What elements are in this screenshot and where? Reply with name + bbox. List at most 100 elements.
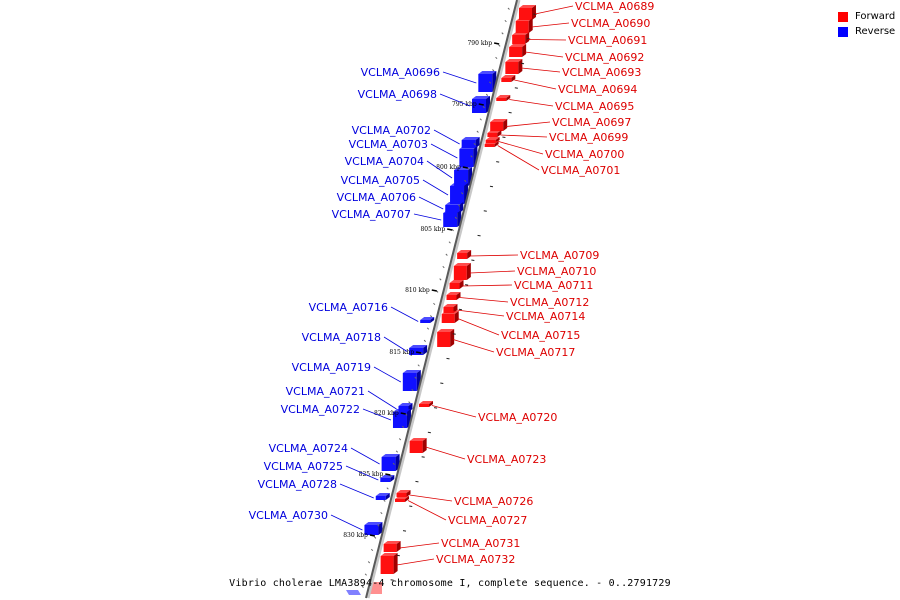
forward-gene-leader: [509, 99, 554, 107]
forward-gene-label[interactable]: VCLMA_A0689: [575, 0, 654, 13]
minor-tick: [504, 19, 507, 23]
reverse-gene-VCLMA_A0725[interactable]: [380, 478, 391, 482]
forward-gene-label[interactable]: VCLMA_A0723: [467, 453, 546, 466]
reverse-gene-label[interactable]: VCLMA_A0703: [349, 138, 428, 151]
reverse-gene-label[interactable]: VCLMA_A0719: [292, 361, 371, 374]
reverse-gene-label[interactable]: VCLMA_A0706: [337, 191, 416, 204]
reverse-gene-VCLMA_A0730[interactable]: [364, 525, 379, 535]
reverse-gene-label[interactable]: VCLMA_A0707: [332, 208, 411, 221]
forward-gene-VCLMA_A0731[interactable]: [383, 544, 397, 552]
reverse-gene-label[interactable]: VCLMA_A0722: [281, 403, 360, 416]
forward-gene-VCLMA_A0727[interactable]: [395, 499, 406, 502]
forward-gene-label[interactable]: VCLMA_A0691: [568, 34, 647, 47]
forward-gene-VCLMA_A0689[interactable]: [518, 8, 532, 20]
minor-tick: [433, 302, 436, 306]
forward-gene-label[interactable]: VCLMA_A0693: [562, 66, 641, 79]
forward-gene-VCLMA_A0731-side: [396, 541, 401, 552]
forward-gene-label[interactable]: VCLMA_A0717: [496, 346, 575, 359]
forward-gene-VCLMA_A0723[interactable]: [409, 441, 423, 453]
minor-tick: [473, 142, 476, 146]
forward-gene-VCLMA_A0709[interactable]: [457, 253, 468, 259]
forward-gene-VCLMA_A0699[interactable]: [487, 133, 498, 137]
reverse-gene-VCLMA_A0698[interactable]: [472, 99, 487, 113]
forward-gene-leader: [528, 39, 567, 41]
forward-gene-label[interactable]: VCLMA_A0695: [555, 100, 634, 113]
reverse-gene-VCLMA_A0696[interactable]: [478, 74, 493, 92]
forward-gene-VCLMA_A0720[interactable]: [418, 404, 429, 407]
reverse-gene-VCLMA_A0716[interactable]: [420, 320, 431, 323]
reverse-gene-VCLMA_A0725-side: [390, 475, 395, 482]
forward-gene-label[interactable]: VCLMA_A0692: [565, 51, 644, 64]
reverse-gene-leader: [390, 306, 419, 322]
forward-gene-VCLMA_A0701-top: [484, 141, 499, 144]
forward-gene-leader: [534, 5, 574, 15]
forward-gene-label[interactable]: VCLMA_A0715: [501, 329, 580, 342]
reverse-gene-label[interactable]: VCLMA_A0705: [341, 174, 420, 187]
forward-gene-label[interactable]: VCLMA_A0720: [478, 411, 557, 424]
forward-gene-label[interactable]: VCLMA_A0726: [454, 495, 533, 508]
reverse-gene-label[interactable]: VCLMA_A0696: [361, 66, 440, 79]
forward-gene-label[interactable]: VCLMA_A0712: [510, 296, 589, 309]
reverse-gene-VCLMA_A0718-top: [409, 345, 428, 348]
reverse-gene-label[interactable]: VCLMA_A0698: [358, 88, 437, 101]
forward-gene-VCLMA_A0726[interactable]: [396, 493, 407, 497]
reverse-gene-VCLMA_A0705[interactable]: [450, 186, 465, 204]
reverse-gene-VCLMA_A0719-top: [402, 370, 421, 373]
forward-gene-label[interactable]: VCLMA_A0710: [517, 265, 596, 278]
reverse-gene-VCLMA_A0728[interactable]: [375, 496, 386, 500]
forward-gene-label[interactable]: VCLMA_A0697: [552, 116, 631, 129]
reverse-gene-label[interactable]: VCLMA_A0704: [345, 155, 424, 168]
reverse-gene-VCLMA_A0704[interactable]: [454, 170, 469, 186]
forward-gene-VCLMA_A0715[interactable]: [441, 314, 455, 323]
forward-gene-label[interactable]: VCLMA_A0711: [514, 279, 593, 292]
reverse-gene-VCLMA_A0702[interactable]: [461, 140, 476, 148]
reverse-gene-VCLMA_A0703[interactable]: [459, 149, 474, 167]
reverse-gene-VCLMA_A0724[interactable]: [381, 457, 396, 471]
forward-gene-label[interactable]: VCLMA_A0690: [571, 17, 650, 30]
reverse-gene-label[interactable]: VCLMA_A0718: [302, 331, 381, 344]
forward-gene-VCLMA_A0694-side: [511, 75, 516, 82]
forward-gene-label[interactable]: VCLMA_A0731: [441, 537, 520, 550]
forward-gene-VCLMA_A0717[interactable]: [437, 332, 451, 347]
forward-gene-VCLMA_A0711[interactable]: [449, 283, 460, 289]
reverse-gene-label[interactable]: VCLMA_A0730: [249, 509, 328, 522]
reverse-gene-VCLMA_A0722[interactable]: [392, 412, 407, 428]
forward-gene-label[interactable]: VCLMA_A0732: [436, 553, 515, 566]
reverse-gene-VCLMA_A0718[interactable]: [409, 348, 424, 355]
forward-gene-VCLMA_A0701[interactable]: [484, 144, 495, 147]
forward-gene-VCLMA_A0690[interactable]: [515, 21, 529, 33]
forward-gene-VCLMA_A0691[interactable]: [512, 35, 526, 44]
forward-gene-VCLMA_A0714-side: [453, 304, 458, 313]
legend-forward-label: Forward: [855, 11, 896, 22]
right-dash: [440, 382, 444, 384]
forward-gene-VCLMA_A0694[interactable]: [501, 78, 512, 82]
forward-gene-label[interactable]: VCLMA_A0714: [506, 310, 585, 323]
forward-gene-VCLMA_A0714[interactable]: [443, 307, 454, 313]
reverse-gene-label[interactable]: VCLMA_A0724: [269, 442, 348, 455]
forward-gene-VCLMA_A0732[interactable]: [380, 556, 394, 574]
minor-tick: [498, 44, 501, 47]
minor-tick: [501, 32, 504, 35]
reverse-gene-label[interactable]: VCLMA_A0702: [352, 124, 431, 137]
forward-gene-VCLMA_A0693[interactable]: [505, 62, 519, 74]
reverse-gene-label[interactable]: VCLMA_A0716: [309, 301, 388, 314]
reverse-gene-label[interactable]: VCLMA_A0725: [264, 460, 343, 473]
forward-gene-label[interactable]: VCLMA_A0694: [558, 83, 637, 96]
forward-gene-VCLMA_A0710[interactable]: [453, 266, 467, 280]
forward-gene-label[interactable]: VCLMA_A0700: [545, 148, 624, 161]
forward-gene-VCLMA_A0692[interactable]: [509, 47, 523, 57]
reverse-gene-VCLMA_A0706[interactable]: [445, 205, 460, 213]
reverse-gene-label[interactable]: VCLMA_A0728: [258, 478, 337, 491]
forward-gene-label[interactable]: VCLMA_A0727: [448, 514, 527, 527]
right-dash: [533, 13, 537, 15]
forward-gene-VCLMA_A0697[interactable]: [490, 122, 504, 131]
forward-gene-label[interactable]: VCLMA_A0699: [549, 131, 628, 144]
reverse-gene-VCLMA_A0719[interactable]: [402, 373, 417, 391]
right-dash: [409, 505, 413, 507]
forward-gene-label[interactable]: VCLMA_A0701: [541, 164, 620, 177]
reverse-gene-label[interactable]: VCLMA_A0721: [286, 385, 365, 398]
forward-gene-VCLMA_A0695[interactable]: [496, 98, 507, 101]
forward-gene-label[interactable]: VCLMA_A0709: [520, 249, 599, 262]
forward-gene-VCLMA_A0712[interactable]: [446, 295, 457, 300]
reverse-gene-VCLMA_A0707[interactable]: [443, 213, 458, 227]
